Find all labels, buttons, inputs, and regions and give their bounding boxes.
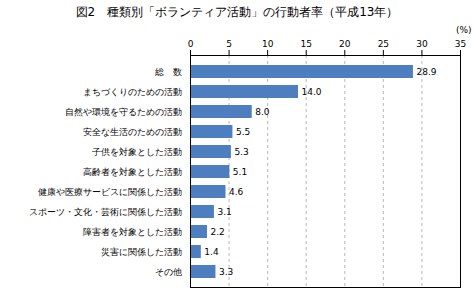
svg-text:10: 10 (262, 39, 274, 49)
svg-text:2.2: 2.2 (210, 227, 224, 237)
svg-text:15: 15 (300, 39, 311, 49)
svg-text:20: 20 (339, 39, 351, 49)
svg-text:1.4: 1.4 (204, 247, 219, 257)
svg-text:5.1: 5.1 (233, 167, 247, 177)
svg-text:35: 35 (455, 39, 466, 49)
svg-text:(%): (%) (456, 25, 472, 35)
svg-text:障害者を対象とした活動: 障害者を対象とした活動 (83, 227, 182, 237)
svg-text:総 数: 総 数 (154, 67, 182, 77)
svg-text:14.0: 14.0 (302, 87, 322, 97)
svg-text:0: 0 (188, 39, 194, 49)
svg-text:5: 5 (226, 39, 232, 49)
svg-text:3.1: 3.1 (217, 207, 231, 217)
svg-text:5.5: 5.5 (236, 127, 250, 137)
svg-text:スポーツ・文化・芸術に関係した活動: スポーツ・文化・芸術に関係した活動 (29, 207, 182, 217)
svg-text:自然や環境を守るための活動: 自然や環境を守るための活動 (65, 107, 182, 117)
svg-text:8.0: 8.0 (255, 107, 270, 117)
svg-text:25: 25 (378, 39, 389, 49)
svg-text:28.9: 28.9 (416, 67, 436, 77)
svg-text:30: 30 (416, 39, 428, 49)
svg-text:子供を対象とした活動: 子供を対象とした活動 (92, 147, 182, 157)
svg-text:安全な生活のための活動: 安全な生活のための活動 (83, 127, 182, 137)
svg-text:健康や医療サービスに関係した活動: 健康や医療サービスに関係した活動 (38, 187, 182, 197)
svg-text:高齢者を対象とした活動: 高齢者を対象とした活動 (83, 167, 182, 177)
svg-text:災害に関係した活動: 災害に関係した活動 (101, 247, 182, 257)
html-text:図2 種類別「ボランティア活動」の行動者率（平成13年）: 図2 種類別「ボランティア活動」の行動者率（平成13年） (75, 5, 399, 19)
svg-text:3.3: 3.3 (219, 267, 233, 277)
svg-text:まちづくりのための活動: まちづくりのための活動 (83, 87, 182, 97)
svg-text:4.6: 4.6 (229, 187, 244, 197)
svg-text:その他: その他 (155, 267, 182, 277)
svg-text:5.3: 5.3 (234, 147, 248, 157)
